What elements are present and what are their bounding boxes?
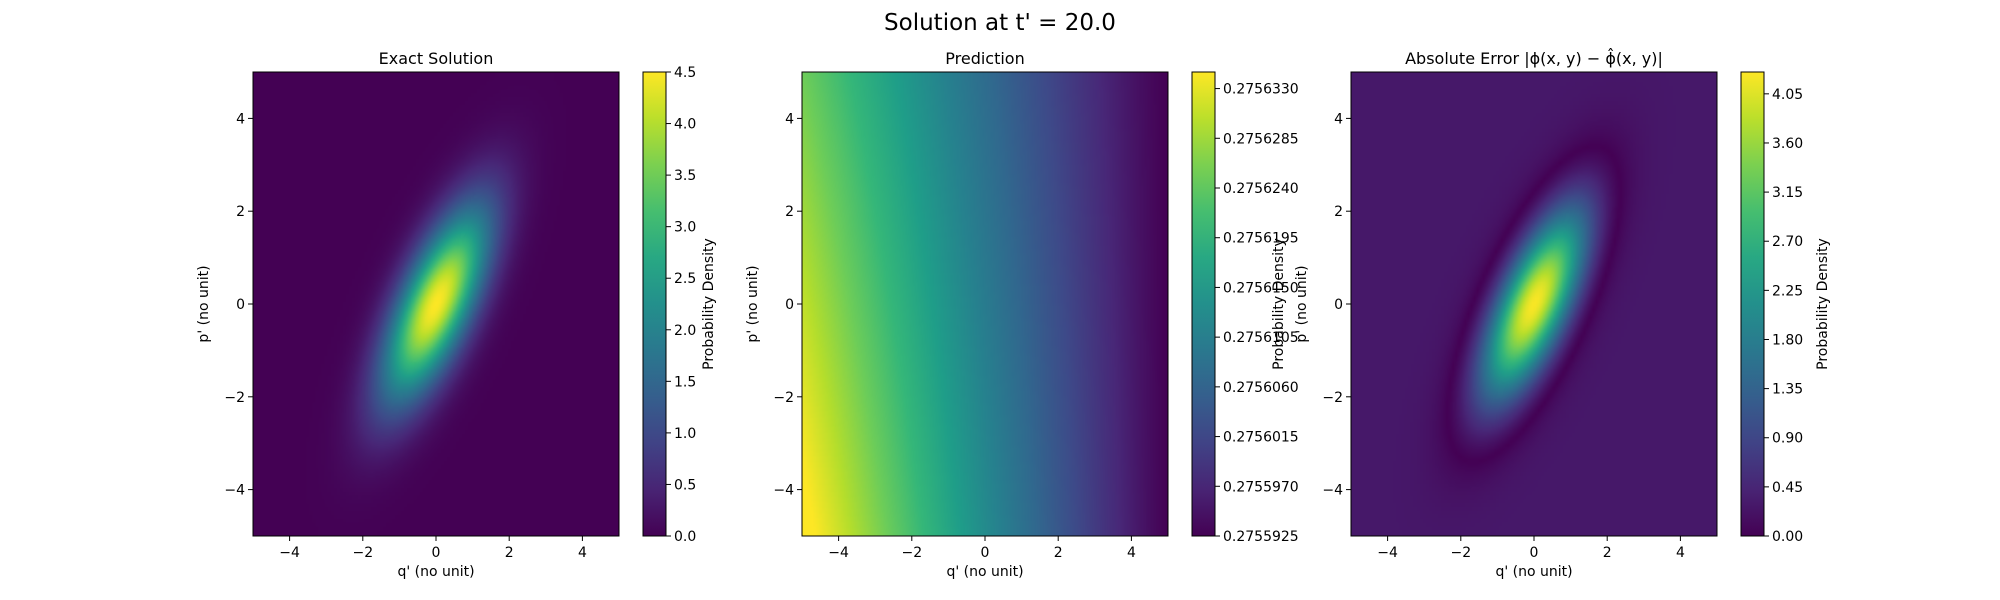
colorbar-tick-label: 2.5 bbox=[674, 271, 696, 287]
heatmap-image bbox=[253, 72, 619, 536]
colorbar-tick-label: 4.5 bbox=[674, 65, 696, 81]
colorbar-tick-label: 0.5 bbox=[674, 477, 696, 493]
x-tick-label: 2 bbox=[1603, 545, 1612, 561]
panel-title: Prediction bbox=[945, 49, 1024, 68]
colorbar-tick-label: 1.80 bbox=[1772, 332, 1803, 348]
colorbar-tick-label: 2.70 bbox=[1772, 234, 1803, 250]
y-tick-label: 4 bbox=[785, 111, 794, 127]
y-tick-label: −4 bbox=[1322, 483, 1343, 499]
x-axis-label: q' (no unit) bbox=[397, 564, 474, 580]
y-tick-label: −2 bbox=[773, 390, 794, 406]
colorbar-tick-label: 0.2756150 bbox=[1223, 280, 1299, 296]
colorbar-tick-label: 0.2756240 bbox=[1223, 181, 1299, 197]
colorbar-tick-label: 0.2756195 bbox=[1223, 231, 1299, 247]
x-tick-label: 0 bbox=[981, 545, 990, 561]
heatmap-image bbox=[1351, 72, 1717, 536]
x-tick-label: 4 bbox=[1127, 545, 1136, 561]
colorbar-tick-label: 0.2755925 bbox=[1223, 529, 1299, 545]
x-tick-label: −2 bbox=[1450, 545, 1471, 561]
colorbar-tick-label: 0.2755970 bbox=[1223, 479, 1299, 495]
x-axis-label: q' (no unit) bbox=[946, 564, 1023, 580]
y-axis-label: p' (no unit) bbox=[196, 265, 212, 342]
colorbar-tick-label: 1.35 bbox=[1772, 382, 1803, 398]
panel-title: Exact Solution bbox=[379, 49, 494, 68]
y-axis-label: p' (no unit) bbox=[1294, 265, 1310, 342]
y-tick-label: 2 bbox=[236, 204, 245, 220]
panel-1: Exact Solution −4 −2 0 2 4 −4 −2 0 2 4 q' (no unit)… bbox=[196, 49, 717, 580]
y-tick-label: −2 bbox=[1322, 390, 1343, 406]
colorbar-tick-label: 1.0 bbox=[674, 426, 696, 442]
heatmap-image bbox=[802, 72, 1168, 536]
y-tick-label: 4 bbox=[1334, 111, 1343, 127]
x-tick-label: 2 bbox=[505, 545, 514, 561]
y-tick-label: 0 bbox=[236, 297, 245, 313]
x-tick-label: −2 bbox=[901, 545, 922, 561]
x-tick-label: 2 bbox=[1054, 545, 1063, 561]
colorbar-tick-label: 1.5 bbox=[674, 374, 696, 390]
x-tick-label: −4 bbox=[828, 545, 849, 561]
y-tick-label: −2 bbox=[224, 390, 245, 406]
colorbar-tick-label: 0.0 bbox=[674, 529, 696, 545]
colorbar-tick-label: 2.0 bbox=[674, 323, 696, 339]
colorbar-label: Probability Density bbox=[701, 238, 717, 370]
colorbar-tick-label: 0.45 bbox=[1772, 480, 1803, 496]
panel-2: Prediction −4 −2 0 2 4 −4 −2 0 2 4 q' (no unit) p' (… bbox=[745, 49, 1299, 580]
colorbar-label: Probability Density bbox=[1271, 238, 1287, 370]
colorbar-tick-label: 0.2756060 bbox=[1223, 380, 1299, 396]
y-tick-label: 2 bbox=[785, 204, 794, 220]
colorbar-tick-label: 4.05 bbox=[1772, 87, 1803, 103]
y-tick-label: 0 bbox=[1334, 297, 1343, 313]
panel-title: Absolute Error |ϕ(x, y) − ϕ̂(x, y)| bbox=[1405, 48, 1663, 68]
colorbar-frame bbox=[642, 71, 667, 537]
colorbar bbox=[1192, 72, 1215, 536]
colorbar-tick-label: 0.2756285 bbox=[1223, 131, 1299, 147]
y-tick-label: −4 bbox=[224, 483, 245, 499]
x-tick-label: −4 bbox=[279, 545, 300, 561]
y-tick-label: −4 bbox=[773, 483, 794, 499]
colorbar-tick-label: 2.25 bbox=[1772, 283, 1803, 299]
colorbar-tick-label: 3.60 bbox=[1772, 136, 1803, 152]
y-tick-label: 0 bbox=[785, 297, 794, 313]
y-tick-label: 4 bbox=[236, 111, 245, 127]
colorbar-tick-label: 3.5 bbox=[674, 168, 696, 184]
x-tick-label: 4 bbox=[1676, 545, 1685, 561]
colorbar-tick-label: 0.2756015 bbox=[1223, 430, 1299, 446]
colorbar-tick-label: 0.90 bbox=[1772, 431, 1803, 447]
colorbar-tick-label: 0.2756330 bbox=[1223, 82, 1299, 98]
y-tick-label: 2 bbox=[1334, 204, 1343, 220]
colorbar-frame bbox=[1740, 71, 1765, 537]
x-axis-label: q' (no unit) bbox=[1495, 564, 1572, 580]
colorbar-tick-label: 0.00 bbox=[1772, 529, 1803, 545]
colorbar-tick-label: 0.2756105 bbox=[1223, 330, 1299, 346]
colorbar bbox=[1741, 72, 1764, 536]
y-axis-label: p' (no unit) bbox=[745, 265, 761, 342]
panel-3: Absolute Error |ϕ(x, y) − ϕ̂(x, y)| −4 −2 0… bbox=[1294, 48, 1831, 580]
x-tick-label: 4 bbox=[578, 545, 587, 561]
colorbar-tick-label: 4.0 bbox=[674, 117, 696, 133]
x-tick-label: 0 bbox=[432, 545, 441, 561]
colorbar-tick-label: 3.15 bbox=[1772, 185, 1803, 201]
colorbar bbox=[643, 72, 666, 536]
colorbar-label: Probability Density bbox=[1815, 238, 1831, 370]
x-tick-label: 0 bbox=[1530, 545, 1539, 561]
x-tick-label: −4 bbox=[1377, 545, 1398, 561]
x-tick-label: −2 bbox=[352, 545, 373, 561]
figure-suptitle: Solution at t' = 20.0 bbox=[884, 10, 1116, 36]
colorbar-tick-label: 3.0 bbox=[674, 220, 696, 236]
colorbar-frame bbox=[1191, 71, 1216, 537]
